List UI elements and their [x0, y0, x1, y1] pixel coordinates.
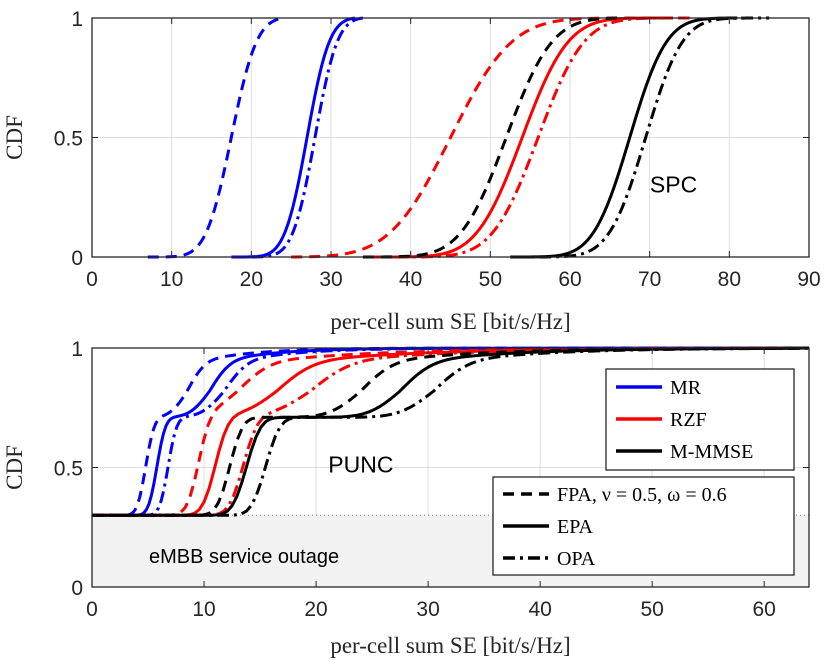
legend-schemes: MR RZF M-MMSE — [605, 368, 795, 471]
x-tick-label: 60 — [558, 268, 581, 291]
y-axis-label: CDF — [2, 115, 27, 160]
x-tick-label: 90 — [797, 268, 820, 291]
x-tick-label: 50 — [640, 598, 663, 621]
series-line-mr-opa — [92, 346, 810, 517]
x-tick-label: 70 — [638, 268, 661, 291]
y-tick-label: 0.5 — [54, 128, 83, 151]
x-tick-label: 30 — [319, 268, 342, 291]
outage-label: eMBB service outage — [149, 546, 339, 568]
chart-spc: SPC 0 10 20 30 40 50 60 70 80 90 0 0.5 1 per-cell sum … — [2, 8, 821, 334]
series-line-m-mmse-opa — [92, 346, 811, 517]
legend-label-rzf: RZF — [670, 409, 707, 431]
y-tick-label: 1 — [71, 338, 83, 361]
series-lines — [92, 346, 811, 517]
x-axis-label: per-cell sum SE [bit/s/Hz] — [330, 633, 570, 658]
x-tick-label: 40 — [399, 268, 422, 291]
x-tick-label: 10 — [192, 598, 215, 621]
x-tick-label: 20 — [304, 598, 327, 621]
chart-punc: PUNC eMBB service outage 0 10 20 30 40 50 60 0 0.5… — [2, 338, 811, 658]
y-tick-label: 0 — [71, 247, 83, 270]
x-tick-label: 0 — [86, 268, 98, 291]
spc-annotation: SPC — [650, 171, 697, 197]
legend-label-dashdot: OPA — [557, 548, 596, 570]
tick-marks — [91, 17, 810, 258]
x-tick-label: 30 — [416, 598, 439, 621]
x-tick-label: 0 — [86, 598, 98, 621]
legend-label-m-mmse: M-MMSE — [670, 441, 753, 463]
legend-label-solid: EPA — [557, 516, 594, 538]
legend-label-dashed: FPA, ν = 0.5, ω = 0.6 — [557, 484, 727, 506]
x-tick-label: 50 — [479, 268, 502, 291]
punc-annotation: PUNC — [328, 451, 393, 477]
y-tick-label: 0.5 — [54, 458, 83, 481]
x-tick-label: 40 — [528, 598, 551, 621]
x-tick-label: 60 — [753, 598, 776, 621]
series-line-mr-opa — [251, 16, 364, 259]
x-axis-label: per-cell sum SE [bit/s/Hz] — [330, 309, 570, 334]
y-axis-label: CDF — [2, 445, 27, 490]
legend-allocations: FPA, ν = 0.5, ω = 0.6 EPA OPA — [492, 476, 795, 576]
tick-marks — [91, 347, 809, 588]
x-tick-label: 10 — [160, 268, 183, 291]
x-tick-label: 80 — [718, 268, 741, 291]
x-tick-label: 20 — [240, 268, 263, 291]
y-tick-label: 0 — [71, 577, 83, 600]
y-tick-label: 1 — [71, 8, 83, 31]
legend-label-mr: MR — [670, 377, 702, 399]
